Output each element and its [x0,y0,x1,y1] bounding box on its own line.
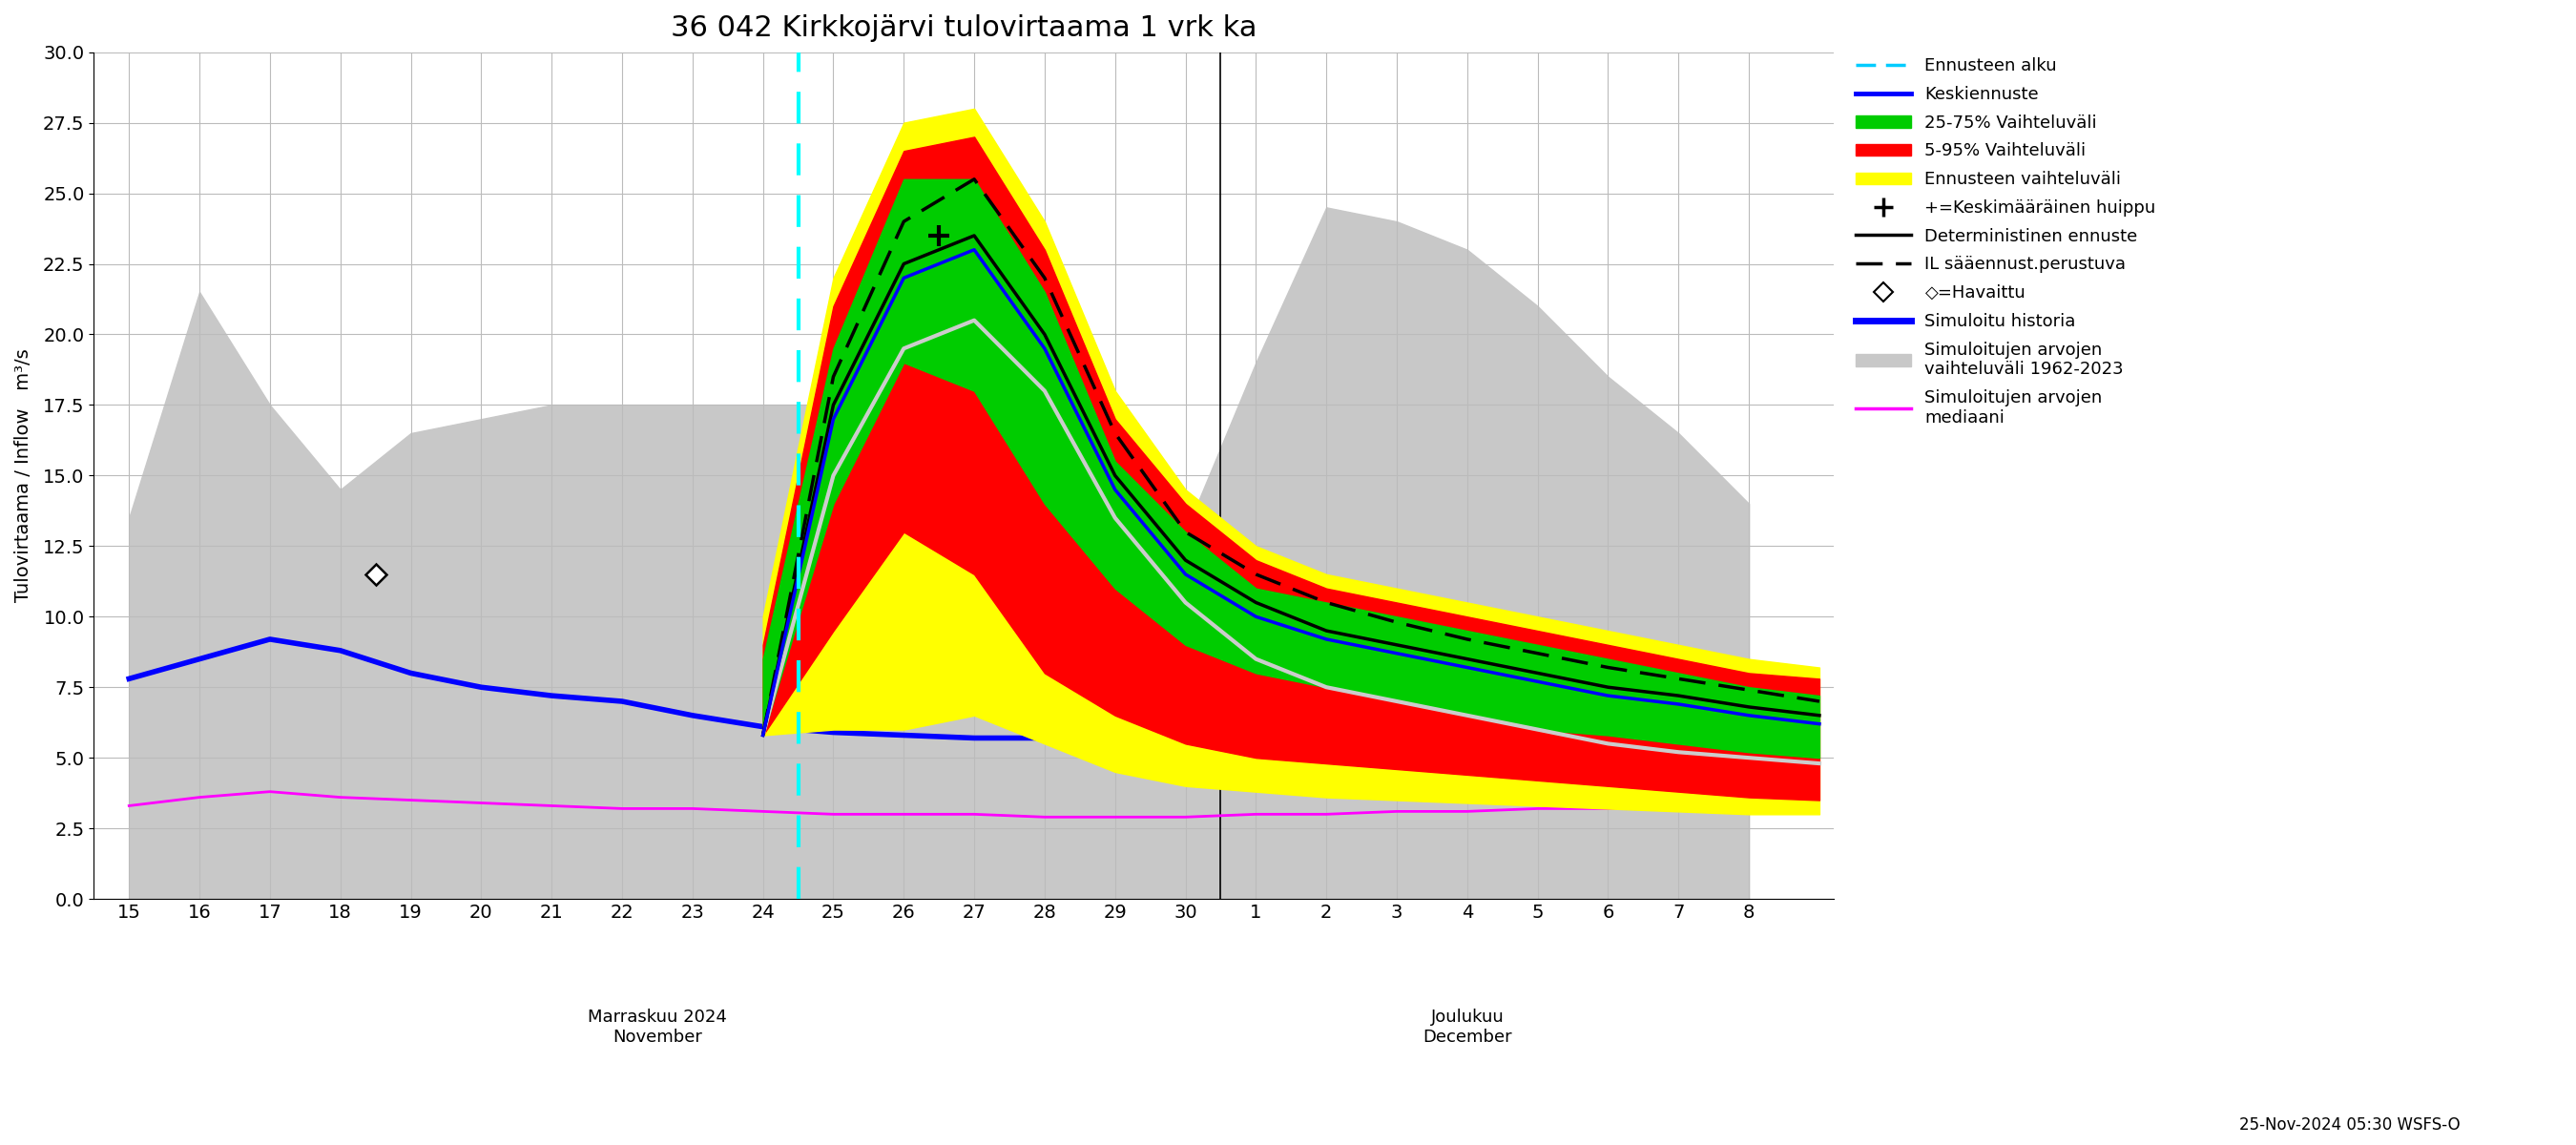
Text: Marraskuu 2024
November: Marraskuu 2024 November [587,1009,726,1047]
Title: 36 042 Kirkkojärvi tulovirtaama 1 vrk ka: 36 042 Kirkkojärvi tulovirtaama 1 vrk ka [670,14,1257,42]
Legend: Ennusteen alku, Keskiennuste, 25-75% Vaihteluväli, 5-95% Vaihteluväli, Ennusteen: Ennusteen alku, Keskiennuste, 25-75% Vai… [1850,53,2161,432]
Text: 25-Nov-2024 05:30 WSFS-O: 25-Nov-2024 05:30 WSFS-O [2239,1116,2460,1134]
Text: Joulukuu
December: Joulukuu December [1422,1009,1512,1047]
Y-axis label: Tulovirtaama / Inflow   m³/s: Tulovirtaama / Inflow m³/s [15,349,33,602]
